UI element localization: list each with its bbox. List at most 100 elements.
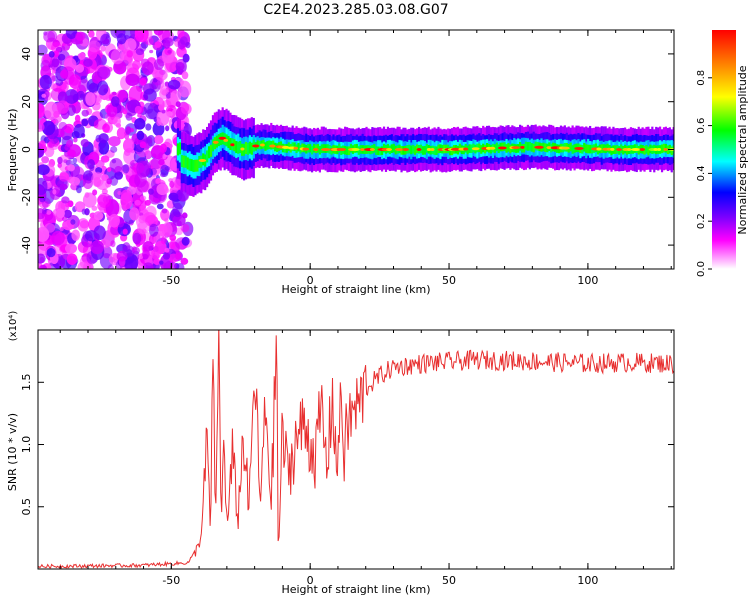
heatmap-cell bbox=[38, 226, 50, 242]
heatmap-cell-peak bbox=[626, 148, 632, 151]
heatmap-cell bbox=[421, 146, 425, 155]
colorbar-tick-label: 0.0 bbox=[696, 261, 707, 277]
heatmap-cell bbox=[162, 252, 171, 260]
heatmap-cell bbox=[122, 164, 130, 174]
heatmap-cell bbox=[507, 143, 510, 152]
heatmap-cell bbox=[51, 69, 56, 74]
heatmap-cell bbox=[182, 53, 190, 63]
heatmap-cell bbox=[116, 33, 127, 45]
heatmap-cell bbox=[179, 36, 188, 45]
heatmap-cell bbox=[377, 146, 380, 156]
heatmap-cell bbox=[68, 74, 82, 89]
heatmap-cell bbox=[137, 221, 150, 234]
y-tick-label: -20 bbox=[20, 188, 33, 206]
heatmap-cell bbox=[88, 40, 101, 53]
heatmap-cell bbox=[142, 262, 154, 269]
heatmap-cell bbox=[162, 39, 171, 49]
heatmap-cell-peak bbox=[426, 148, 432, 151]
heatmap-cell bbox=[647, 146, 650, 156]
heatmap-cell-peak bbox=[223, 138, 229, 142]
heatmap-cell bbox=[41, 53, 53, 67]
snr-frame bbox=[37, 329, 675, 570]
heatmap-cell bbox=[134, 118, 146, 130]
heatmap-cell bbox=[172, 214, 186, 227]
heatmap-cell bbox=[125, 73, 140, 86]
heatmap-cell bbox=[41, 93, 47, 98]
heatmap-cell bbox=[155, 178, 161, 185]
heatmap-cell bbox=[53, 110, 60, 118]
heatmap-cell bbox=[43, 30, 56, 43]
heatmap-cell bbox=[188, 158, 191, 171]
heatmap-cell bbox=[77, 218, 90, 232]
heatmap-cell bbox=[435, 146, 438, 156]
heatmap-cell bbox=[162, 99, 172, 108]
heatmap-cell bbox=[91, 205, 98, 211]
heatmap-cell bbox=[39, 74, 52, 90]
heatmap-cell bbox=[76, 185, 82, 194]
heatmap-cell-peak bbox=[369, 148, 375, 151]
heatmap-cell bbox=[143, 88, 157, 102]
heatmap-cell bbox=[544, 143, 547, 152]
heatmap-cell bbox=[149, 49, 154, 54]
heatmap-cell bbox=[186, 157, 189, 170]
colorbar-tick-label: 0.2 bbox=[696, 213, 707, 229]
heatmap-cell bbox=[92, 189, 98, 196]
heatmap-cell bbox=[169, 234, 177, 241]
heatmap-cell-peak bbox=[351, 148, 360, 151]
heatmap-cell bbox=[132, 232, 142, 245]
heatmap-cell bbox=[190, 159, 193, 172]
spectrogram-x-ticks: -50 0 50 100 bbox=[59, 30, 672, 287]
heatmap-cell bbox=[528, 141, 531, 151]
heatmap-cell bbox=[503, 142, 506, 151]
heatmap-cell bbox=[169, 241, 176, 249]
heatmap-cell bbox=[478, 143, 481, 153]
heatmap-cell bbox=[39, 197, 46, 203]
heatmap-cell-peak bbox=[596, 147, 602, 151]
x-tick-label: 50 bbox=[442, 574, 456, 587]
heatmap-cell bbox=[83, 58, 93, 67]
heatmap-cell bbox=[177, 30, 185, 39]
heatmap-cell bbox=[244, 141, 248, 154]
heatmap-cell bbox=[132, 60, 141, 70]
heatmap-cell bbox=[373, 144, 376, 153]
heatmap-cell bbox=[172, 202, 183, 218]
heatmap-cell bbox=[38, 177, 48, 196]
heatmap-cell bbox=[142, 241, 154, 252]
heatmap-cell bbox=[98, 133, 109, 144]
heatmap-cell bbox=[87, 159, 96, 170]
colorbar-tick-label: 0.6 bbox=[696, 118, 707, 134]
heatmap-cell bbox=[154, 69, 168, 81]
heatmap-cell bbox=[357, 146, 360, 155]
heatmap-cell bbox=[110, 48, 125, 65]
heatmap-cell bbox=[159, 85, 169, 96]
heatmap-cell-peak bbox=[312, 148, 319, 151]
y-tick-label: 1.0 bbox=[20, 436, 33, 454]
heatmap-cell bbox=[64, 243, 78, 254]
heatmap-cell-peak bbox=[656, 148, 662, 151]
heatmap-noise-region bbox=[38, 30, 194, 269]
heatmap-cell bbox=[97, 192, 112, 208]
heatmap-cell bbox=[59, 226, 64, 232]
heatmap-cell bbox=[614, 145, 617, 154]
heatmap-cell bbox=[51, 41, 62, 54]
heatmap-cell-peak bbox=[450, 147, 461, 151]
heatmap-cell bbox=[134, 199, 141, 206]
heatmap-cell bbox=[135, 48, 145, 56]
heatmap-cell bbox=[585, 144, 588, 153]
heatmap-cell bbox=[122, 245, 135, 257]
heatmap-cell-peak bbox=[546, 146, 552, 150]
heatmap-cell bbox=[151, 246, 161, 260]
heatmap-cell bbox=[51, 230, 65, 246]
heatmap-cell bbox=[75, 63, 85, 73]
heatmap-cell bbox=[110, 240, 116, 248]
snr-y-scale-label: (x10⁴) bbox=[8, 311, 19, 342]
heatmap-cell-peak bbox=[281, 145, 290, 149]
heatmap-cell bbox=[167, 143, 173, 149]
colorbar-tick-label: 0.8 bbox=[696, 70, 707, 86]
heatmap-cell bbox=[100, 33, 111, 47]
heatmap-cell bbox=[46, 247, 56, 258]
heatmap-cell-peak bbox=[293, 146, 299, 150]
heatmap-cell bbox=[145, 136, 153, 144]
heatmap-cell bbox=[587, 144, 590, 154]
